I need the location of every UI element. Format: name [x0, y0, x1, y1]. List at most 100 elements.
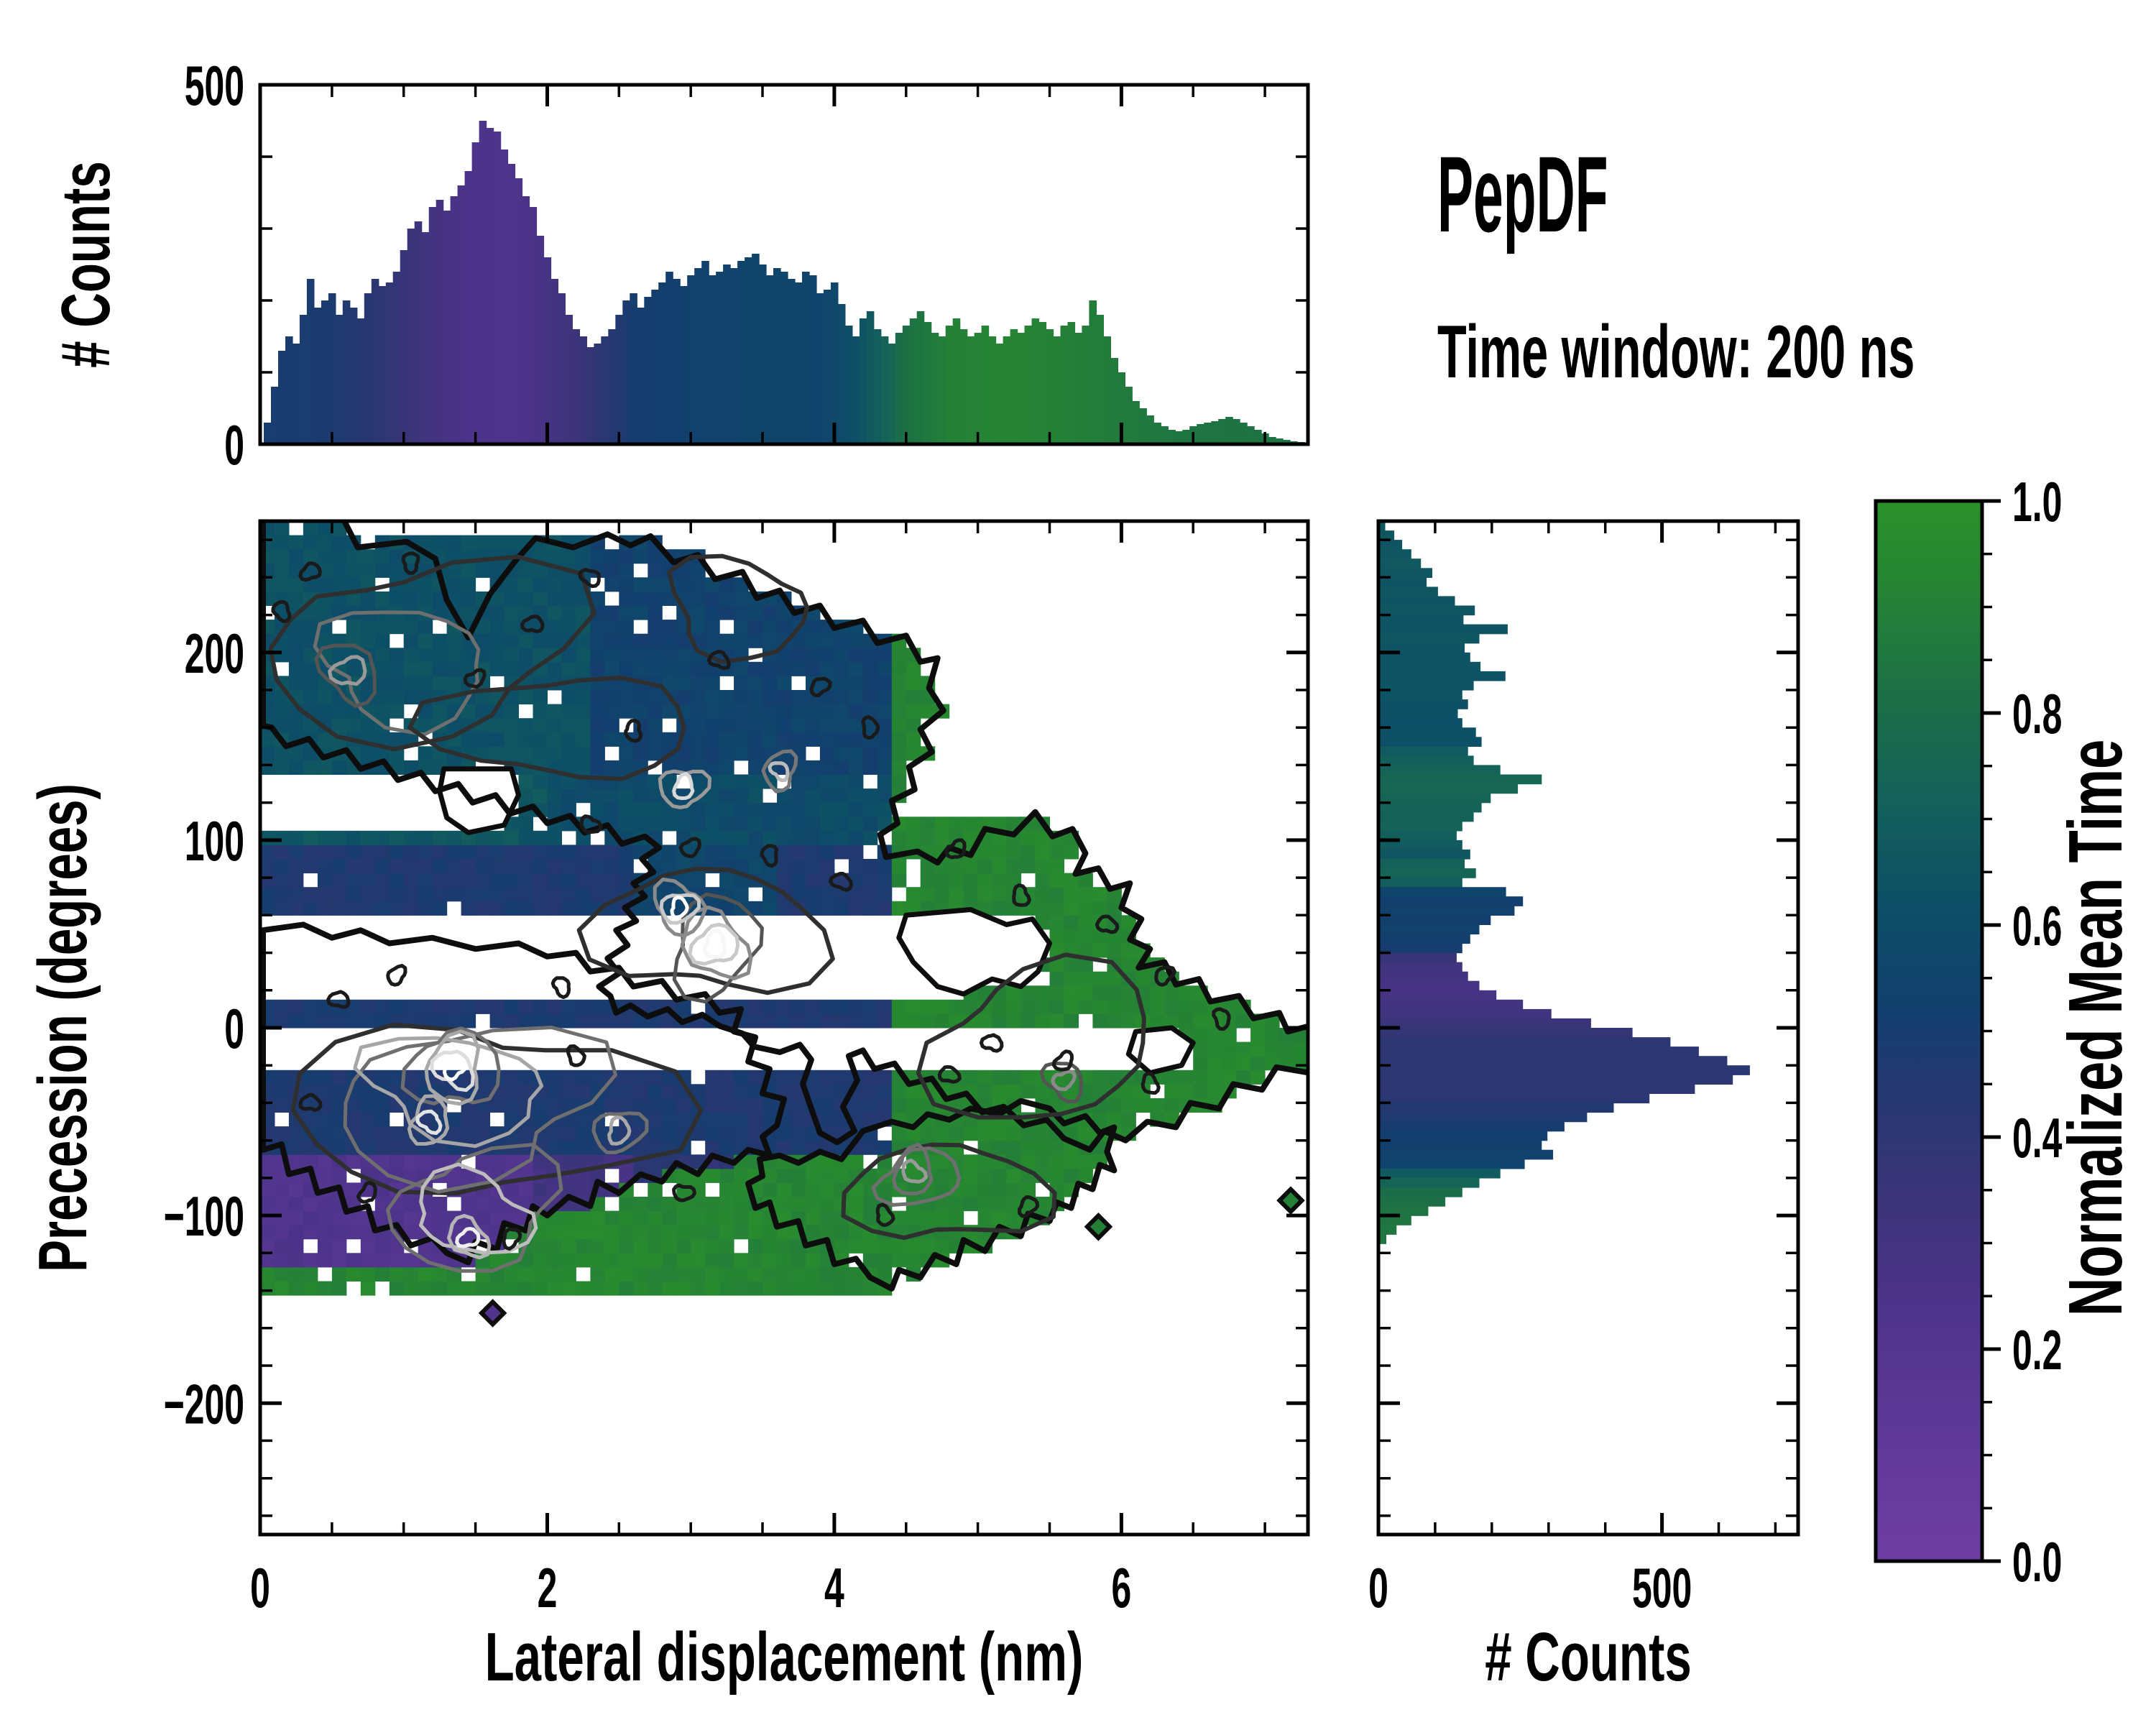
heatmap-cell [877, 873, 893, 888]
top-hist-bar [586, 347, 594, 444]
heatmap-cell [533, 746, 548, 761]
heatmap-cell [777, 845, 792, 860]
heatmap-cell [1236, 1070, 1251, 1085]
heatmap-cell [403, 620, 419, 635]
heatmap-cell [763, 1168, 778, 1183]
heatmap-cell [763, 999, 778, 1014]
right-hist-bar [1378, 718, 1462, 728]
top-hist-bar [651, 290, 659, 444]
heatmap-cell [806, 718, 821, 733]
heatmap-cell [288, 718, 304, 733]
heatmap-cell [819, 746, 835, 761]
heatmap-cell [360, 676, 376, 691]
heatmap-cell [1049, 929, 1064, 944]
heatmap-cell [848, 704, 864, 719]
heatmap-cell [633, 704, 648, 719]
heatmap-cell [619, 704, 634, 719]
heatmap-cell [891, 732, 907, 747]
heatmap-cell [590, 633, 605, 648]
heatmap-cell [432, 859, 448, 874]
heatmap-cell [906, 746, 921, 761]
heatmap-cell [734, 1070, 749, 1085]
heatmap-cell [317, 535, 333, 550]
heatmap-cell [676, 1112, 691, 1127]
heatmap-cell [331, 1168, 347, 1183]
heatmap-cell [806, 873, 821, 888]
heatmap-cell [504, 746, 519, 761]
heatmap-cell [590, 1140, 605, 1155]
top-hist-bar [644, 297, 652, 444]
heatmap-cell [1064, 1154, 1079, 1169]
heatmap-cell [389, 704, 405, 719]
heatmap-cell [403, 591, 419, 606]
heatmap-cell [1021, 999, 1036, 1014]
heatmap-cell [791, 859, 806, 874]
density-divot-contour [672, 1183, 696, 1202]
heatmap-cell [260, 1168, 275, 1183]
heatmap-cell [920, 816, 936, 832]
heatmap-cell [949, 1154, 964, 1169]
heatmap-cell [806, 620, 821, 635]
right-hist-bar [1378, 1065, 1750, 1075]
heatmap-cell [619, 1168, 634, 1183]
heatmap-cell [806, 661, 821, 676]
heatmap-cell [275, 1197, 290, 1212]
heatmap-cell [518, 873, 533, 888]
heatmap-cell [504, 535, 519, 550]
heatmap-cell [676, 1225, 691, 1240]
top-hist-bar [1233, 419, 1240, 444]
heatmap-cell [504, 620, 519, 635]
heatmap-cell [360, 1084, 376, 1099]
heatmap-cell [374, 873, 390, 888]
top-hist-bar [773, 268, 781, 444]
heatmap-cell [691, 1210, 706, 1225]
heatmap-cell [275, 1182, 290, 1197]
heatmap-cell [403, 1281, 419, 1296]
heatmap-cell [1064, 1168, 1079, 1183]
heatmap-cell [777, 620, 792, 635]
right-marginal-histogram [1378, 521, 1750, 1244]
heatmap-cell [806, 1210, 821, 1225]
heatmap-cell [1121, 999, 1136, 1014]
heatmap-cell [619, 1281, 634, 1296]
heatmap-cell [360, 1126, 376, 1141]
right-hist-bar [1378, 1215, 1411, 1225]
top-hist-bar [278, 351, 286, 444]
heatmap-cell [604, 1266, 619, 1282]
heatmap-cell [475, 1154, 491, 1169]
heatmap-cell [1035, 887, 1050, 902]
top-hist-bar [844, 326, 853, 444]
top-hist-bar [880, 336, 889, 444]
heatmap-cell [848, 1225, 864, 1240]
top-hist-bar [443, 211, 451, 444]
heatmap-cell [317, 873, 333, 888]
heatmap-cell [504, 661, 519, 676]
heatmap-cell [518, 859, 533, 874]
heatmap-cell [561, 661, 576, 676]
heatmap-cell [260, 1225, 275, 1240]
top-hist-bar [1161, 426, 1169, 444]
heatmap-cell [303, 845, 318, 860]
heatmap-cell [777, 1168, 792, 1183]
heatmap-cell [1207, 1028, 1222, 1043]
heatmap-cell [475, 620, 491, 635]
heatmap-cell [374, 620, 390, 635]
heatmap-cell [1092, 943, 1107, 958]
density-divot-contour [520, 615, 545, 633]
heatmap-cell [374, 633, 390, 648]
heatmap-cell [590, 746, 605, 761]
heatmap-cell [819, 1197, 835, 1212]
tick-label: 0 [224, 998, 244, 1060]
heatmap-cell [806, 816, 821, 832]
heatmap-cell [648, 1197, 663, 1212]
heatmap-cell [389, 1140, 405, 1155]
density-divot-contour [706, 650, 731, 671]
heatmap-cell [533, 887, 548, 902]
heatmap-cell [1250, 1028, 1266, 1043]
top-hist-bar [945, 326, 954, 444]
heatmap-cell [819, 1266, 835, 1282]
heatmap-cell [734, 661, 749, 676]
heatmap-cell [518, 718, 533, 733]
right-hist-bar [1378, 962, 1462, 972]
heatmap-cell [432, 999, 448, 1014]
